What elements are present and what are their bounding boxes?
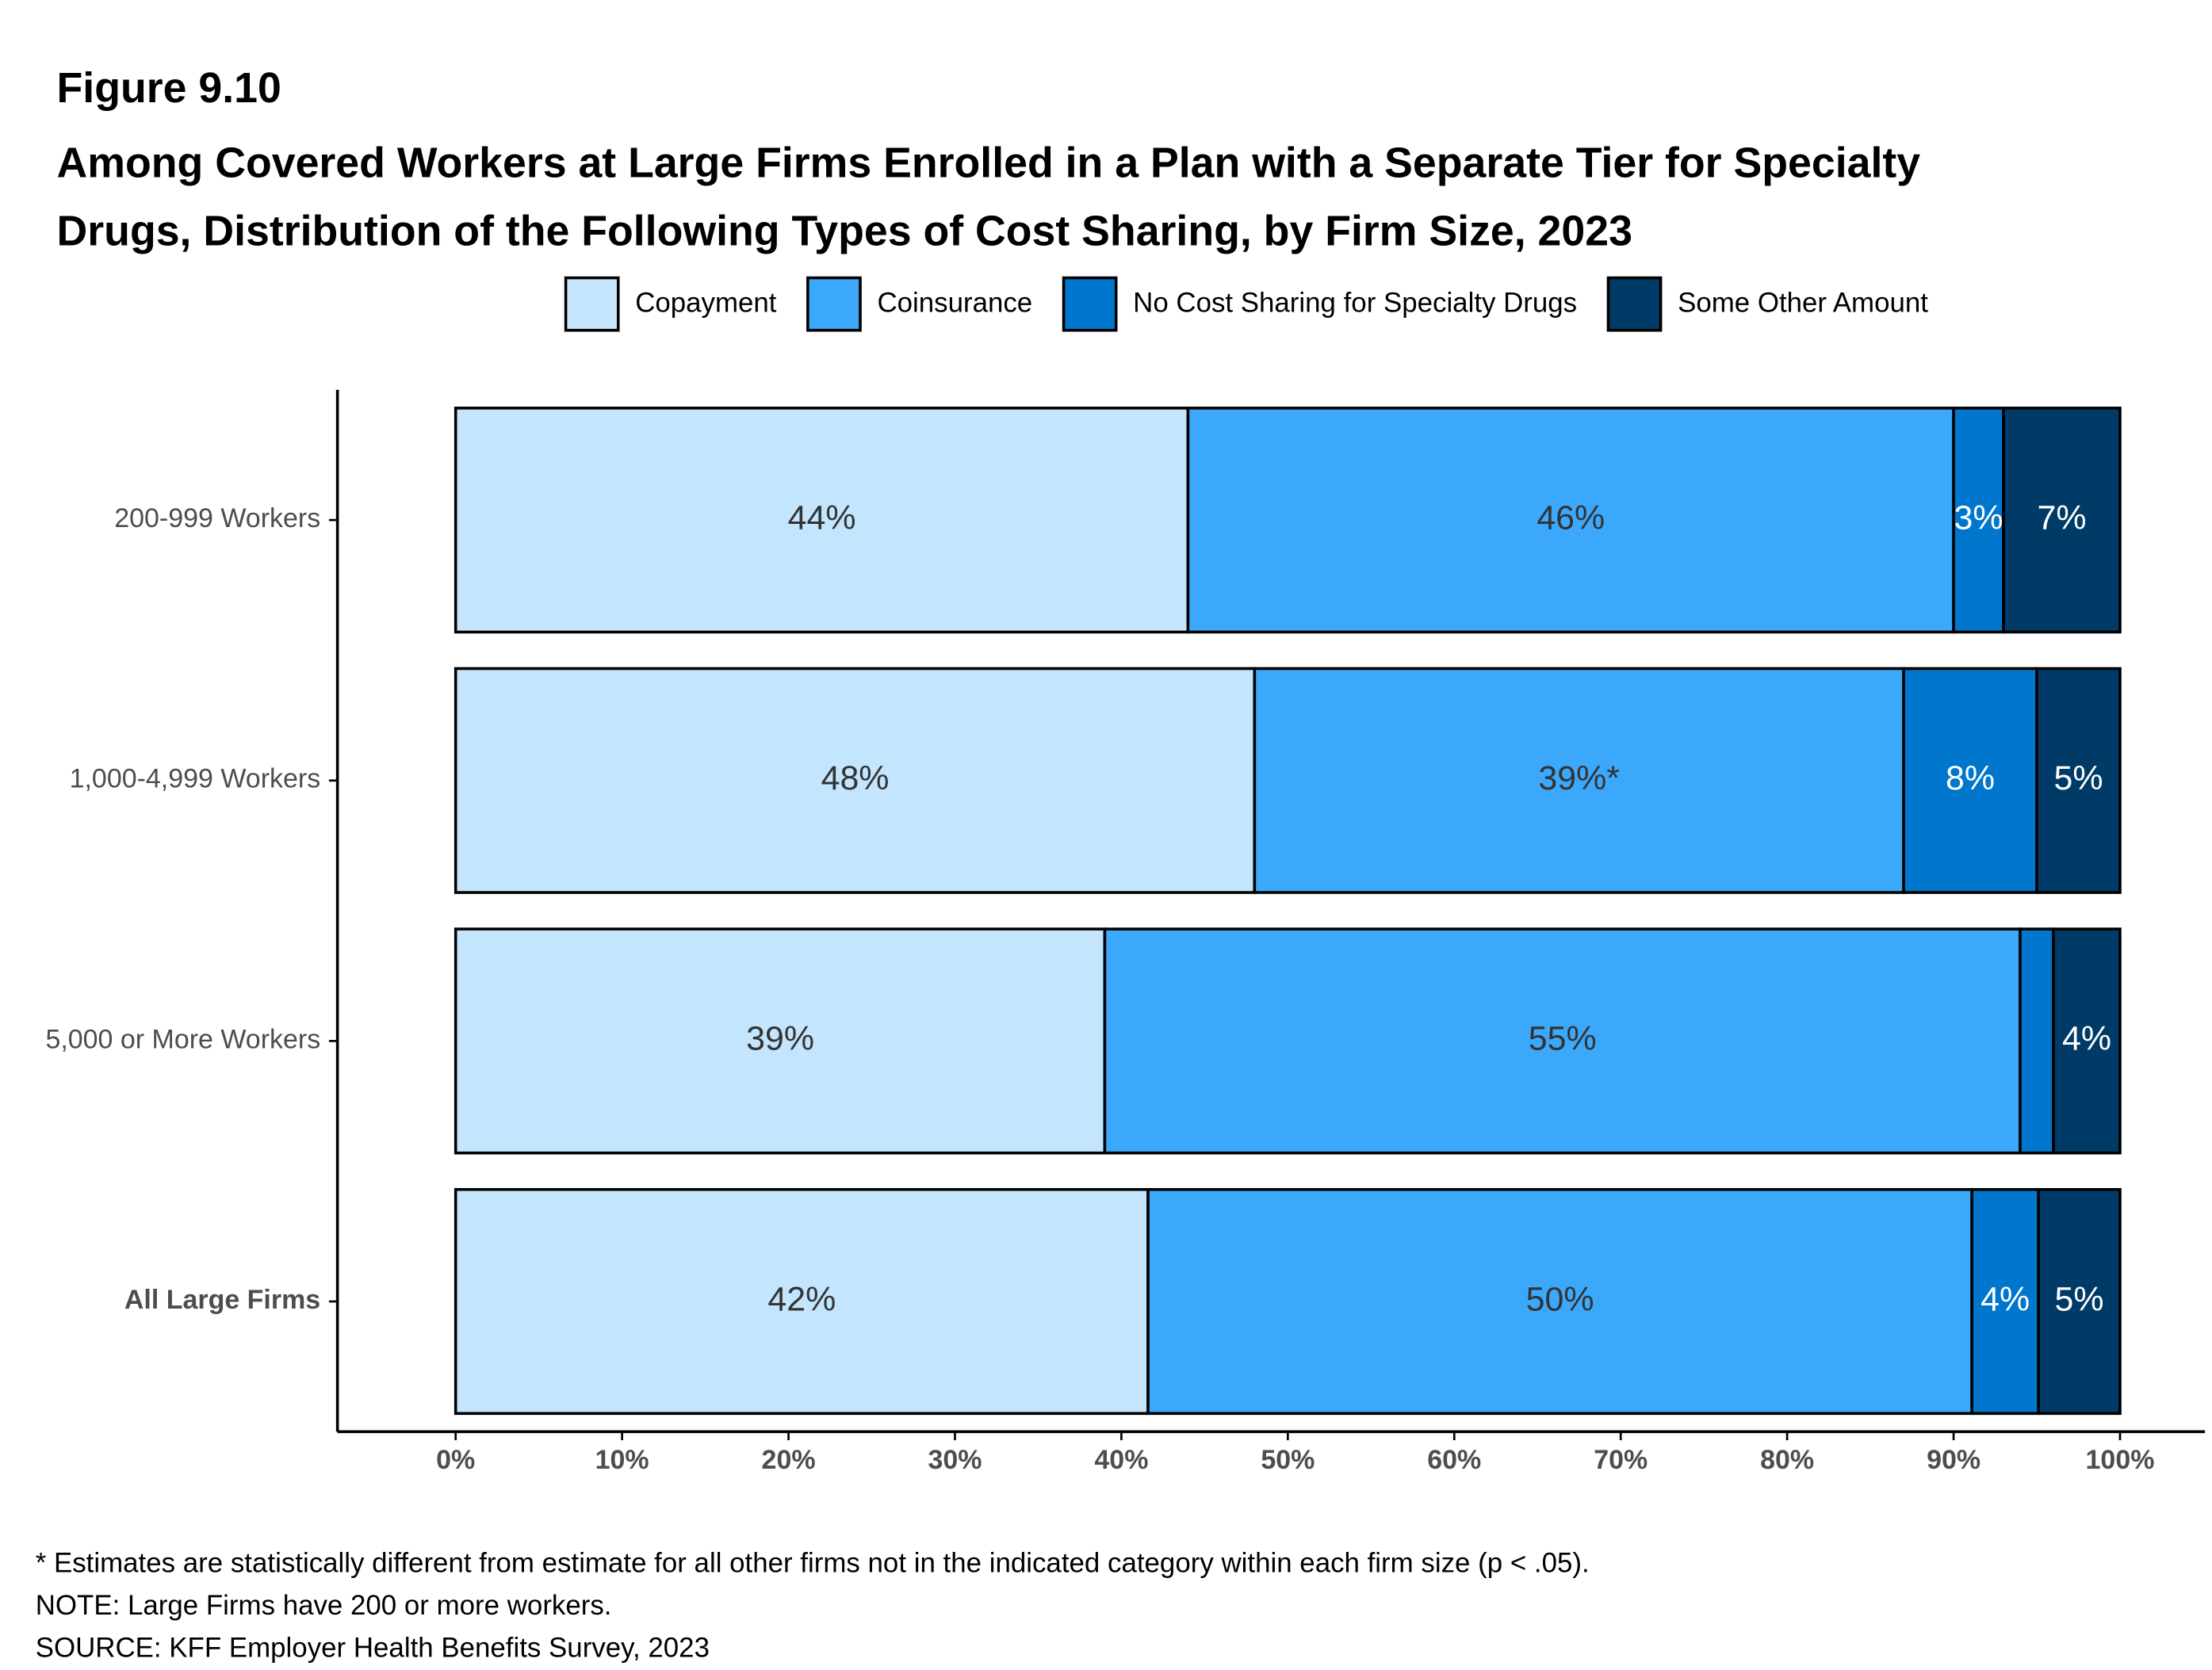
data-label: 4% [2062, 1020, 2111, 1058]
bar-segment [2019, 927, 2055, 1155]
bar-segment [453, 1187, 1150, 1416]
bar-segment [2002, 407, 2122, 634]
x-tick-label: 0% [436, 1445, 475, 1475]
data-label: 48% [821, 759, 890, 797]
x-tick-label: 100% [2086, 1445, 2155, 1475]
y-tick-label: 5,000 or More Workers [45, 1024, 320, 1054]
legend-label: Some Other Amount [1678, 288, 1928, 319]
x-tick-label: 50% [1261, 1445, 1315, 1475]
bar-segment [1103, 927, 2022, 1155]
legend-swatch [564, 276, 620, 332]
data-label: 7% [2038, 499, 2087, 537]
x-tick-label: 70% [1594, 1445, 1648, 1475]
data-label: 5% [2055, 1280, 2104, 1318]
x-tick-label: 40% [1094, 1445, 1148, 1475]
bar-segment [1970, 1187, 2040, 1416]
legend-swatch [1606, 276, 1663, 332]
data-label: 44% [788, 499, 856, 537]
data-label: 39%* [1538, 759, 1620, 797]
bar-segment [1253, 667, 1905, 894]
data-label: 46% [1537, 499, 1605, 537]
data-label: 39% [746, 1020, 814, 1058]
note: * Estimates are statistically different … [35, 1547, 1590, 1580]
bar-segment [1146, 1187, 1973, 1416]
data-label: 8% [1946, 759, 1995, 797]
note: SOURCE: KFF Employer Health Benefits Sur… [35, 1633, 710, 1664]
bar-segment [2052, 927, 2122, 1155]
data-label: 55% [1529, 1020, 1597, 1058]
x-tick-label: 80% [1760, 1445, 1814, 1475]
bar-segment [1186, 407, 1955, 634]
bar-segment [453, 927, 1107, 1155]
y-tick-label: 200-999 Workers [114, 503, 320, 533]
x-tick-label: 60% [1427, 1445, 1481, 1475]
bar-segment [1902, 667, 2038, 894]
legend-label: No Cost Sharing for Specialty Drugs [1133, 288, 1577, 319]
data-label: 50% [1526, 1280, 1594, 1318]
notes: * Estimates are statistically different … [36, 1542, 1590, 1670]
bar-segment [1952, 407, 2005, 634]
chart-title: Among Covered Workers at Large Firms Enr… [56, 140, 1921, 255]
legend-swatch [1062, 276, 1118, 332]
x-tick-label: 10% [595, 1445, 649, 1475]
data-label: 3% [1954, 499, 2003, 537]
data-label: 42% [767, 1280, 836, 1318]
x-tick-label: 90% [1927, 1445, 1980, 1475]
x-tick-label: 20% [762, 1445, 816, 1475]
bar-segment [453, 407, 1190, 634]
data-label: 5% [2054, 759, 2103, 797]
note: NOTE: Large Firms have 200 or more worke… [35, 1590, 612, 1622]
legend-label: Copayment [635, 288, 777, 319]
legend-swatch [806, 276, 862, 332]
y-tick-label: All Large Firms [124, 1285, 320, 1315]
y-tick-label: 1,000-4,999 Workers [70, 764, 321, 794]
figure-label: Figure 9.10 [56, 65, 281, 113]
data-label: 4% [1980, 1280, 2030, 1318]
bar-segment [2035, 667, 2122, 894]
bar-segment [2037, 1187, 2122, 1416]
legend-label: Coinsurance [877, 288, 1032, 319]
x-tick-label: 30% [928, 1445, 982, 1475]
